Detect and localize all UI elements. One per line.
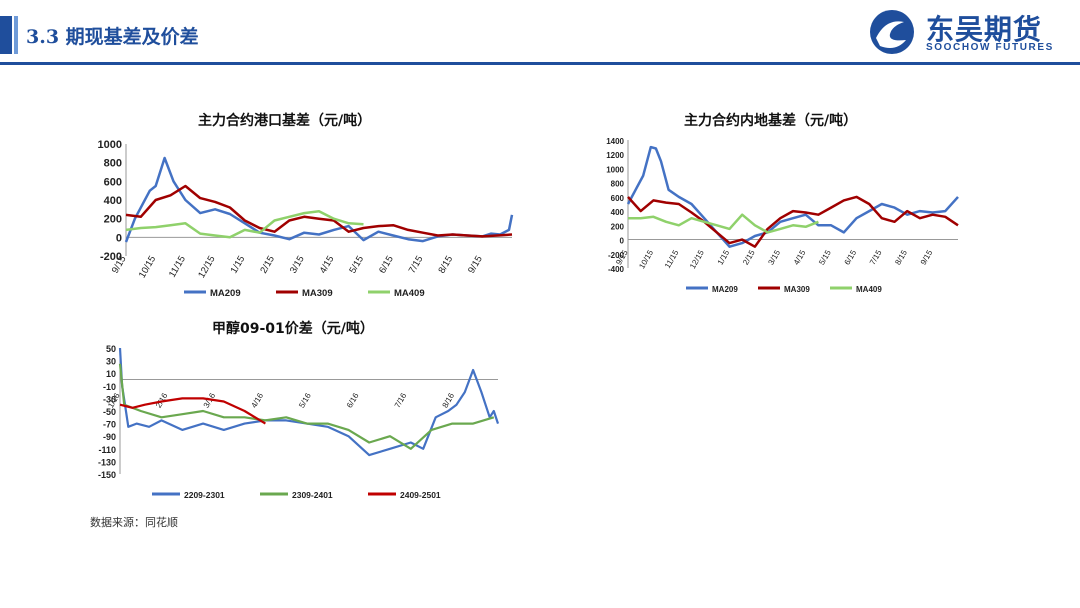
y-tick-label: -200 — [100, 251, 122, 263]
legend-label: MA409 — [394, 288, 425, 299]
y-tick-label: 1400 — [606, 137, 624, 146]
logo-mark-icon — [870, 10, 914, 54]
legend-label: MA309 — [784, 285, 810, 294]
x-tick-label: 1/15 — [229, 254, 248, 276]
series-line-MA309 — [125, 184, 513, 238]
y-tick-label: 1200 — [606, 151, 624, 160]
x-tick-label: 10/15 — [137, 254, 158, 280]
x-tick-label: 9/15 — [919, 248, 935, 266]
legend-label: MA409 — [856, 285, 882, 294]
chart1-title: 主力合约港口基差（元/吨） — [198, 113, 372, 129]
legend-label: 2209-2301 — [184, 490, 225, 500]
y-tick-label: 600 — [611, 194, 625, 203]
chart-port-basis: 1000 800 600 400 200 0 -200 9/15 10/15 11/15 12/15… — [98, 139, 514, 299]
y-tick-label: 400 — [611, 208, 625, 217]
legend-label: 2309-2401 — [292, 490, 333, 500]
header-accent-bar — [0, 16, 12, 54]
x-tick-label: 6/16 — [345, 391, 361, 409]
series-line-2409-2501 — [119, 397, 266, 425]
series-line-MA309 — [627, 195, 959, 248]
y-tick-label: -200 — [608, 251, 625, 260]
series-line-2309-2401 — [118, 363, 495, 450]
y-tick-label: 0 — [116, 232, 122, 244]
x-tick-label: 8/15 — [436, 254, 455, 276]
y-tick-label: 200 — [611, 222, 625, 231]
y-tick-label: 800 — [104, 158, 122, 170]
x-tick-label: 5/16 — [297, 391, 313, 409]
legend-label: MA309 — [302, 288, 333, 299]
x-tick-label: 8/15 — [893, 248, 909, 266]
y-tick-label: -150 — [98, 470, 116, 480]
x-tick-label: 7/16 — [393, 391, 409, 409]
y-tick-label: 1000 — [98, 139, 122, 151]
series-line-MA209 — [626, 145, 959, 248]
page-title: 3.3 期现基差及价差 — [26, 26, 199, 48]
x-tick-label: 12/15 — [196, 254, 217, 280]
y-tick-label: 50 — [106, 344, 116, 354]
y-tick-label: 1000 — [606, 165, 624, 174]
company-logo: 东吴期货 SOOCHOW FUTURES — [866, 8, 1066, 58]
x-tick-label: 9/15 — [466, 254, 485, 276]
y-tick-label: -70 — [103, 420, 116, 430]
y-tick-label: -110 — [98, 445, 116, 455]
y-tick-label: 600 — [104, 176, 122, 188]
x-tick-label: 5/15 — [347, 254, 366, 276]
x-tick-label: 5/15 — [817, 248, 833, 266]
y-tick-label: 400 — [104, 195, 122, 207]
y-tick-label: 30 — [106, 357, 116, 367]
x-tick-label: 1/15 — [716, 248, 732, 266]
legend-label: 2409-2501 — [400, 490, 441, 500]
series-line-MA409 — [628, 213, 819, 234]
y-tick-label: -10 — [103, 382, 116, 392]
x-tick-label: 6/15 — [377, 254, 396, 276]
y-tick-label: 0 — [620, 237, 625, 246]
chart2-title: 主力合约内地基差（元/吨） — [684, 113, 858, 129]
series-line-MA409 — [125, 209, 364, 239]
y-tick-label: 10 — [106, 369, 116, 379]
x-tick-label: 2/15 — [741, 248, 757, 266]
y-tick-label: -400 — [608, 265, 625, 274]
y-tick-label: -90 — [103, 432, 116, 442]
logo-cn-text: 东吴期货 — [926, 13, 1043, 46]
legend-label: MA209 — [210, 288, 241, 299]
series-line-MA209 — [124, 156, 514, 243]
logo-en-text: SOOCHOW FUTURES — [926, 42, 1054, 53]
y-tick-label: 200 — [104, 214, 122, 226]
x-tick-label: 3/15 — [766, 248, 782, 266]
chart3-title: 甲醇09-01价差（元/吨） — [212, 321, 374, 337]
chart-inland-basis: 1400 1200 1000 800 600 400 200 0 -200 -400 9/15 10/… — [606, 137, 959, 294]
x-tick-label: 2/15 — [258, 254, 277, 276]
x-tick-label: 4/15 — [318, 254, 337, 276]
header-divider — [0, 62, 1080, 65]
x-tick-label: 4/15 — [792, 248, 808, 266]
x-tick-label: 11/15 — [663, 248, 681, 270]
legend-label: MA209 — [712, 285, 738, 294]
x-tick-label: 7/15 — [407, 254, 426, 276]
y-tick-label: -130 — [98, 457, 116, 467]
y-tick-label: 800 — [611, 180, 625, 189]
x-tick-label: 7/15 — [868, 248, 884, 266]
y-tick-label: -50 — [103, 407, 116, 417]
x-tick-label: 4/16 — [249, 391, 265, 409]
data-source-note: 数据来源：同花顺 — [90, 516, 178, 529]
y-tick-label: -30 — [103, 394, 116, 404]
x-tick-label: 11/15 — [167, 254, 188, 279]
x-tick-label: 10/15 — [637, 248, 655, 270]
x-tick-label: 3/15 — [288, 254, 307, 276]
header-accent-bar-light — [14, 16, 18, 54]
x-tick-label: 6/15 — [843, 248, 859, 266]
header: 3.3 期现基差及价差 东吴期货 SOOCHOW FUTURES — [0, 0, 1080, 70]
series-line-2209-2301 — [118, 347, 500, 457]
x-tick-label: 12/15 — [688, 248, 706, 270]
